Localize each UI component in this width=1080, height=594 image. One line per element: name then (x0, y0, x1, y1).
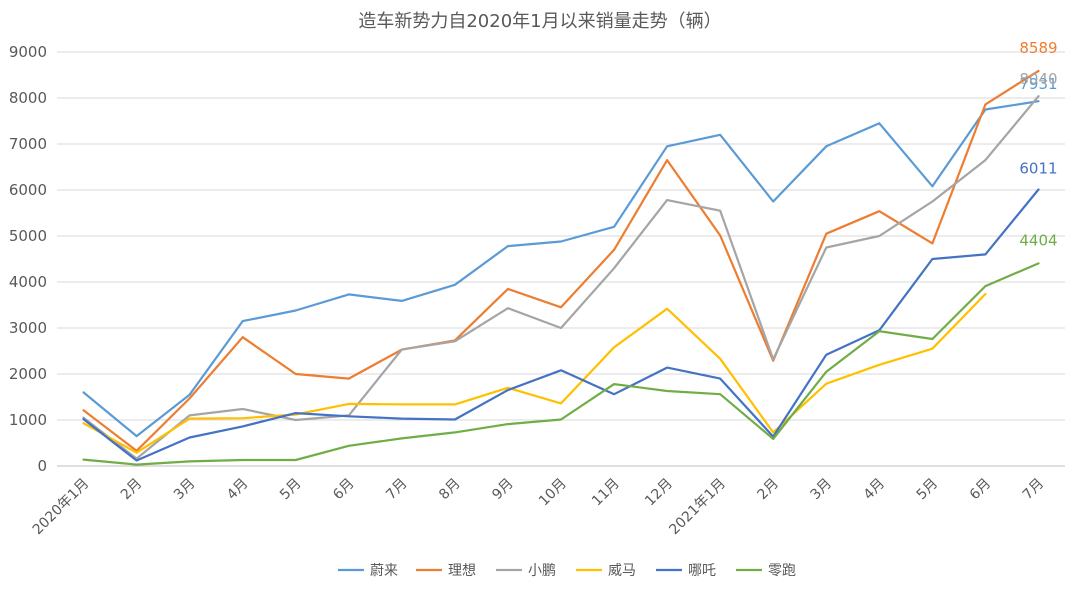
series-line (82, 69, 1040, 452)
end-value-label: 8589 (1019, 39, 1057, 57)
y-tick-label: 6000 (9, 181, 47, 199)
gridlines (57, 51, 1065, 467)
x-tick-label: 3月 (171, 476, 199, 504)
end-value-label: 7931 (1019, 75, 1057, 93)
y-tick-label: 8000 (9, 89, 47, 107)
legend-label: 理想 (448, 563, 476, 579)
x-tick-label: 9月 (489, 476, 517, 504)
x-tick-label: 2021年1月 (666, 476, 729, 539)
series-line (82, 95, 1040, 460)
x-tick-label: 11月 (589, 476, 623, 510)
x-tick-label: 2月 (118, 476, 146, 504)
x-tick-label: 3月 (808, 476, 836, 504)
y-tick-label: 9000 (9, 43, 47, 61)
x-tick-label: 6月 (330, 476, 358, 504)
legend-label: 威马 (608, 563, 636, 579)
x-tick-label: 2020年1月 (30, 476, 93, 539)
end-value-labels: 7931 8589 8040 6011 4404 (1019, 39, 1057, 250)
x-tick-label: 7月 (1020, 476, 1048, 504)
series-line (82, 100, 1040, 438)
legend-label: 蔚来 (370, 563, 398, 579)
y-axis-ticks: 0 1000 2000 3000 4000 5000 6000 7000 8000 9000 (9, 43, 47, 475)
x-tick-label: 5月 (914, 476, 942, 504)
x-tick-label: 10月 (536, 476, 570, 510)
x-tick-label: 2月 (755, 476, 783, 504)
end-value-label: 4404 (1019, 231, 1057, 249)
x-tick-label: 12月 (642, 476, 676, 510)
y-tick-label: 5000 (9, 227, 47, 245)
y-tick-label: 2000 (9, 365, 47, 383)
series-lines (82, 69, 1040, 466)
series-line (82, 262, 1040, 466)
legend-label: 哪吒 (688, 563, 716, 579)
y-tick-label: 0 (37, 457, 47, 475)
x-tick-label: 4月 (861, 476, 889, 504)
y-tick-label: 4000 (9, 273, 47, 291)
y-tick-label: 3000 (9, 319, 47, 337)
chart-title: 造车新势力自2020年1月以来销量走势（辆） (358, 11, 721, 32)
end-value-label: 8040 (1019, 70, 1057, 88)
series-line (82, 292, 987, 454)
x-tick-label: 6月 (967, 476, 995, 504)
end-value-label: 6011 (1019, 159, 1057, 177)
x-tick-label: 7月 (383, 476, 411, 504)
legend-label: 小鹏 (528, 563, 556, 579)
x-tick-label: 5月 (277, 476, 305, 504)
x-tick-label: 4月 (224, 476, 252, 504)
legend-label: 零跑 (768, 563, 796, 579)
legend: 蔚来 理想 小鹏 威马 哪吒 零跑 (338, 563, 796, 579)
y-tick-label: 7000 (9, 135, 47, 153)
x-tick-label: 8月 (436, 476, 464, 504)
y-tick-label: 1000 (9, 411, 47, 429)
